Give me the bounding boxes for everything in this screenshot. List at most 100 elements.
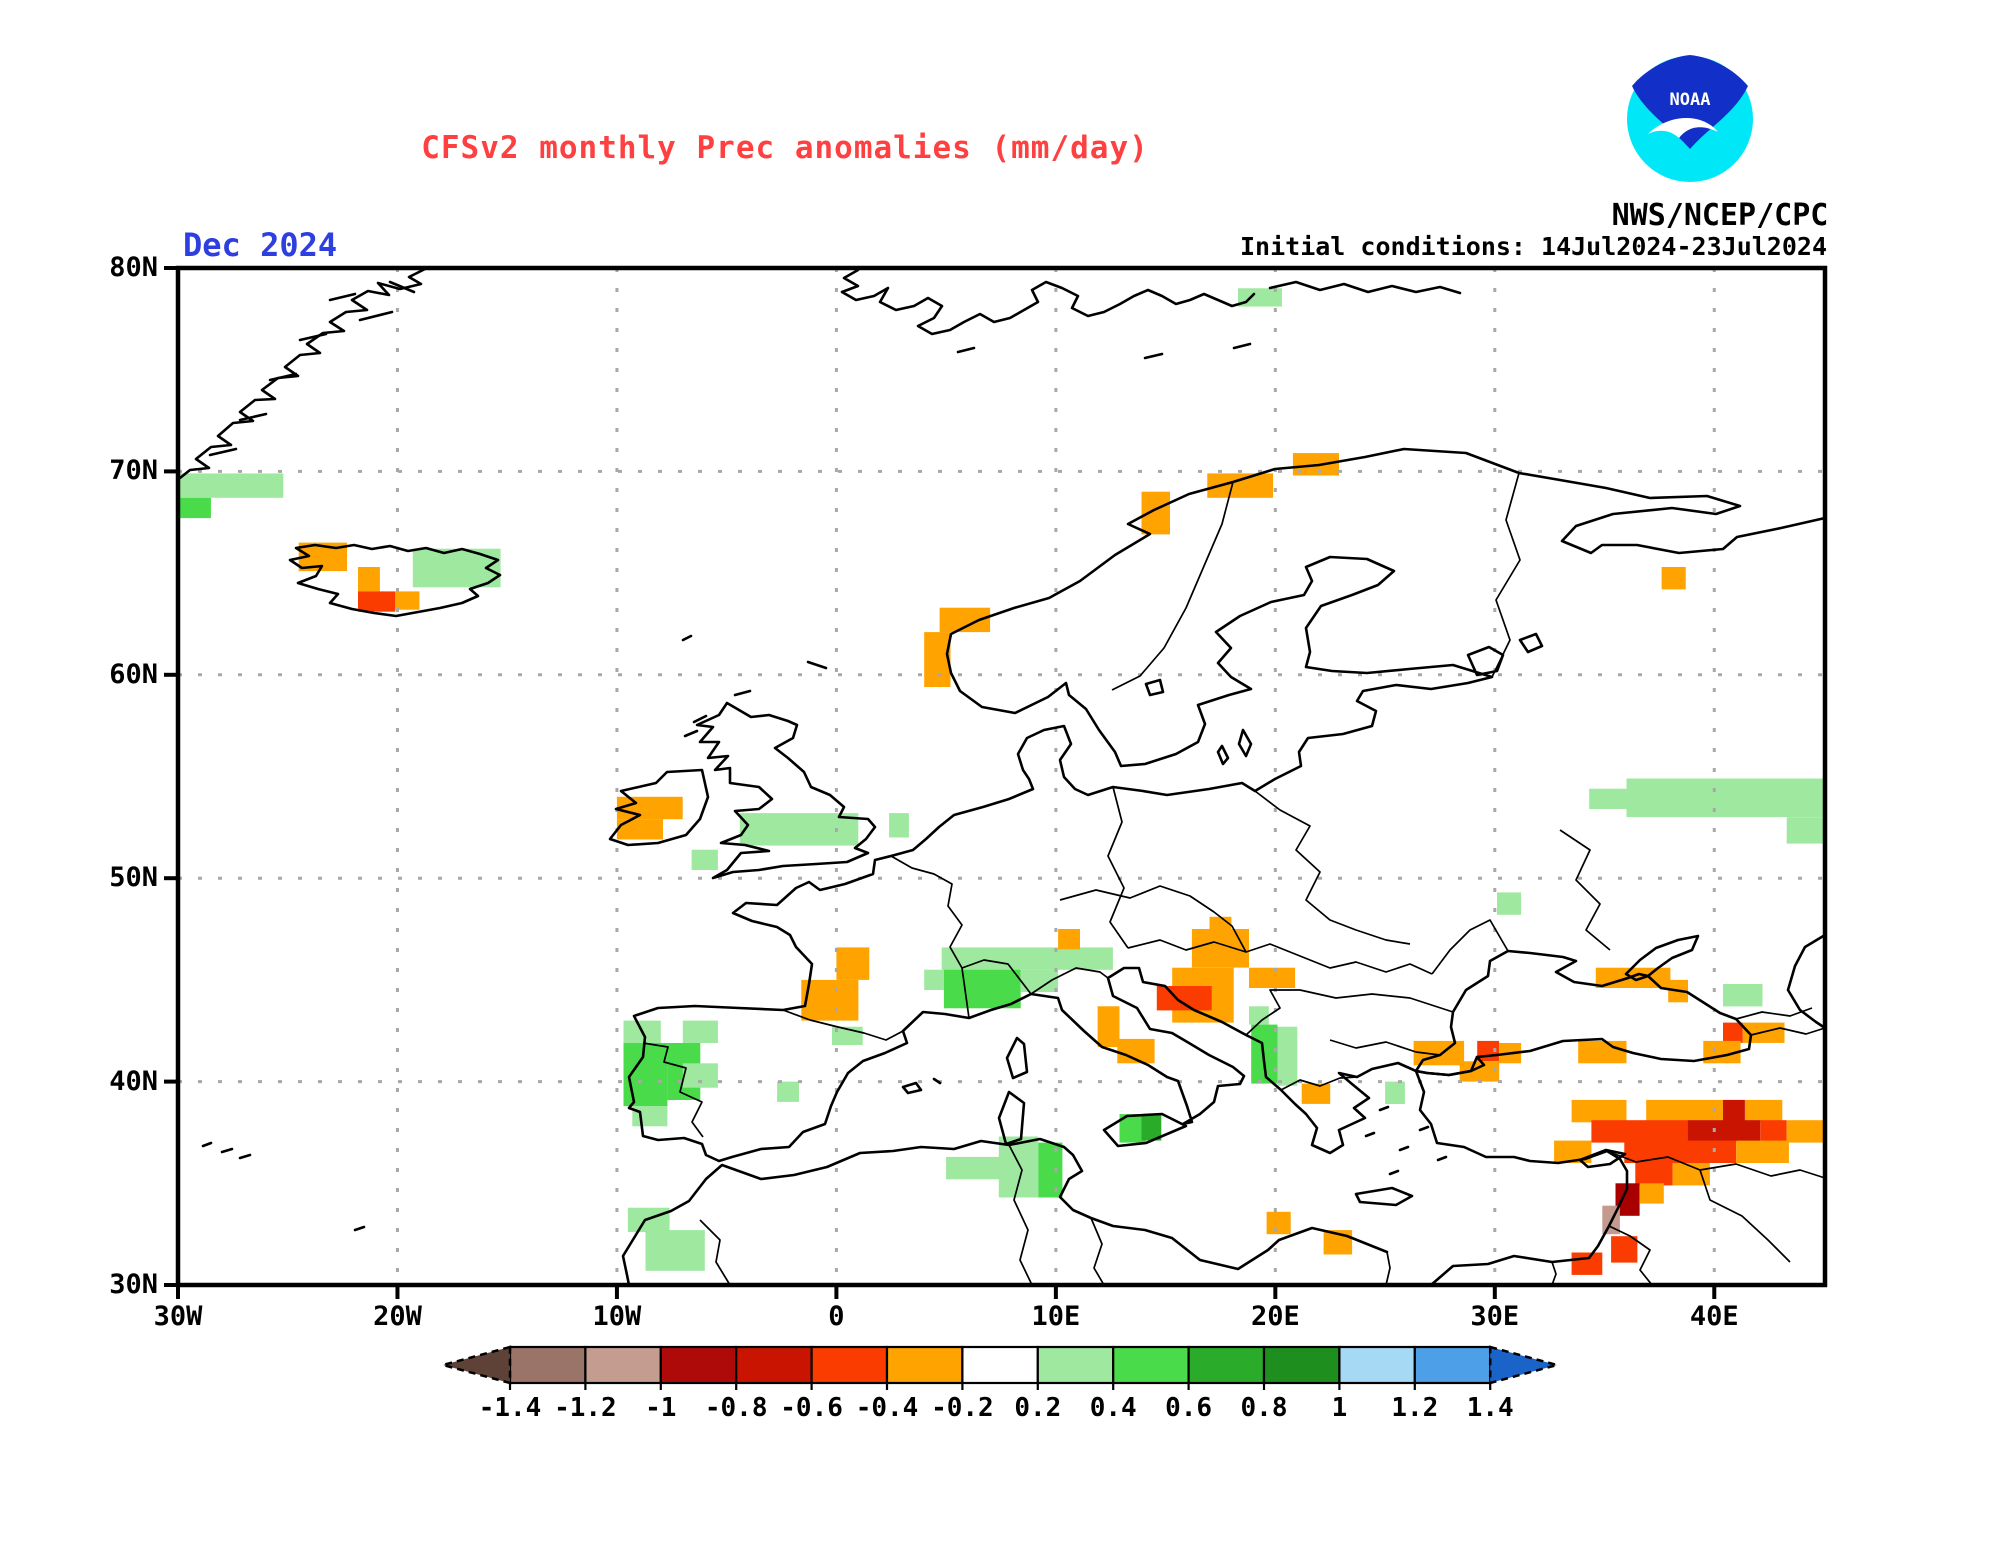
border-caucasus [1735, 1007, 1826, 1036]
anomaly-cell-p02 [178, 473, 284, 498]
y-tick-label: 50N [109, 862, 158, 894]
colorbar-box [508, 1345, 587, 1385]
y-tick-label: 30N [109, 1269, 158, 1300]
anomaly-cell-p02 [924, 969, 944, 990]
coastline-britain [695, 701, 877, 880]
anomaly-cell-m02 [1266, 1211, 1291, 1235]
colorbar-box [1036, 1345, 1115, 1385]
colorbar-tick-label: 1.2 [1391, 1393, 1438, 1423]
anomaly-cell-m02 [616, 796, 683, 820]
x-tick-label: 40E [1689, 1301, 1739, 1332]
anomaly-cell-p06 [1141, 1114, 1162, 1141]
y-tick-label: 40N [109, 1065, 158, 1097]
anomaly-cell-m02 [1191, 929, 1249, 968]
x-tick-label: 10W [592, 1301, 642, 1332]
coastline-greenland-fjords [208, 280, 416, 457]
anomaly-cell-p02 [1626, 778, 1824, 818]
anomaly-cell-p04 [1038, 1142, 1063, 1198]
colorbar-tick-label: -0.4 [856, 1393, 919, 1423]
colorbar-arrow-right [1488, 1345, 1562, 1385]
colorbar-tick-label: 0.4 [1090, 1393, 1137, 1423]
anomaly-cell-m02 [395, 591, 420, 610]
coastline-sea-of-azov [1624, 934, 1700, 982]
anomaly-cell-m02 [1554, 1140, 1592, 1163]
anomaly-cell-m02 [358, 567, 380, 592]
coastline-cyprus [1578, 1148, 1627, 1169]
anomaly-cell-p02 [1277, 1026, 1298, 1086]
colorbar-tick-label: -1.4 [479, 1393, 542, 1423]
anomaly-cell-m04 [1611, 1236, 1638, 1263]
anomaly-cell-p02 [1589, 788, 1627, 809]
coastline-sicily [1102, 1112, 1188, 1148]
coastline-small-islands [201, 634, 1448, 1232]
border-czech [1059, 885, 1247, 953]
coastline-turkey-levant [1414, 1069, 1629, 1287]
anomaly-cell-p02 [691, 849, 718, 870]
coastline-north-africa [621, 1137, 1389, 1287]
coastline-scottish-isles [683, 660, 828, 738]
page-title: CFSv2 monthly Prec anomalies (mm/day) [421, 130, 1149, 166]
anomaly-cell-m02 [1595, 967, 1627, 988]
anomaly-cell-m04 [358, 591, 396, 612]
anomaly-cell-m02 [1672, 1163, 1710, 1186]
anomaly-cell-p02 [889, 813, 909, 838]
anomaly-cell-p04 [178, 497, 211, 519]
anomaly-cell-p02 [632, 1106, 668, 1127]
colorbar-tick-label: -1.2 [554, 1393, 617, 1423]
y-tick-label: 80N [109, 252, 158, 283]
forecast-month-label: Dec 2024 [183, 226, 338, 264]
anomaly-cell-m02 [1661, 567, 1686, 590]
coastline-corsica [1005, 1036, 1029, 1080]
border-france-east [890, 855, 970, 1019]
anomaly-cell-m04 [1635, 1163, 1673, 1186]
anomaly-cell-m02 [1578, 1040, 1627, 1064]
colorbar-box [961, 1345, 1039, 1385]
anomaly-cell-p02 [682, 1063, 718, 1088]
colorbar-box [885, 1345, 964, 1385]
anomaly-cell-m02 [1058, 929, 1080, 950]
anomaly-cell-m02 [1249, 967, 1296, 988]
anomaly-cell-m04 [1591, 1120, 1688, 1143]
x-tick-label: 0 [828, 1301, 845, 1332]
anomaly-cell-m02 [1639, 1183, 1664, 1204]
border-norway-sweden [1111, 481, 1234, 691]
coastlines [178, 266, 1827, 1287]
anomaly-cell-p04 [943, 969, 1021, 1009]
coastline-arctic-islets [956, 342, 1252, 360]
anomaly-cell-m02 [836, 947, 870, 980]
anomaly-cell-p02 [739, 813, 859, 846]
anomaly-cell-p02 [1723, 984, 1763, 1007]
border-east-europe [1559, 829, 1611, 951]
border-danube [1299, 989, 1454, 1013]
anomaly-cell-m06 [1723, 1099, 1745, 1123]
border-iberia [642, 1042, 704, 1138]
anomaly-cell-p02 [1497, 892, 1522, 915]
anomaly-cell-m02 [1745, 1099, 1783, 1123]
anomaly-cell-p02 [1249, 1006, 1269, 1025]
colorbar-tick-label: -0.6 [780, 1393, 843, 1423]
anomaly-cell-p02 [1385, 1081, 1405, 1104]
colorbar-box [810, 1345, 889, 1385]
initial-conditions-label: Initial conditions: 14Jul2024-23Jul2024 [1240, 232, 1827, 261]
axis-ticks [164, 266, 1717, 1299]
coastline-lakes [1144, 632, 1544, 697]
colorbar-box [584, 1345, 662, 1385]
anomaly-cell-m02 [616, 819, 663, 840]
anomaly-cell-m02 [1097, 1006, 1120, 1047]
colorbar-box [1262, 1345, 1341, 1385]
colorbar-tick-label: -0.8 [705, 1393, 768, 1423]
colorbar-tick-label: 0.8 [1241, 1393, 1288, 1423]
coastline-scandinavia-mainland [627, 447, 1827, 1163]
colorbar-tick-label: 0.6 [1165, 1393, 1212, 1423]
anomaly-cell-m04 [1571, 1252, 1603, 1275]
map-frame [175, 265, 1828, 1288]
anomaly-cell-m06 [1687, 1120, 1761, 1143]
anomaly-cell-m04 [1760, 1120, 1787, 1143]
colorbar-box [735, 1345, 813, 1385]
coastline-caspian [1786, 933, 1827, 1030]
coastline-crete [1354, 1186, 1414, 1207]
anomaly-cell-m04 [1624, 1140, 1737, 1163]
anomaly-cell-p02 [777, 1081, 799, 1102]
colorbar-tick-label: 1.4 [1467, 1393, 1514, 1423]
